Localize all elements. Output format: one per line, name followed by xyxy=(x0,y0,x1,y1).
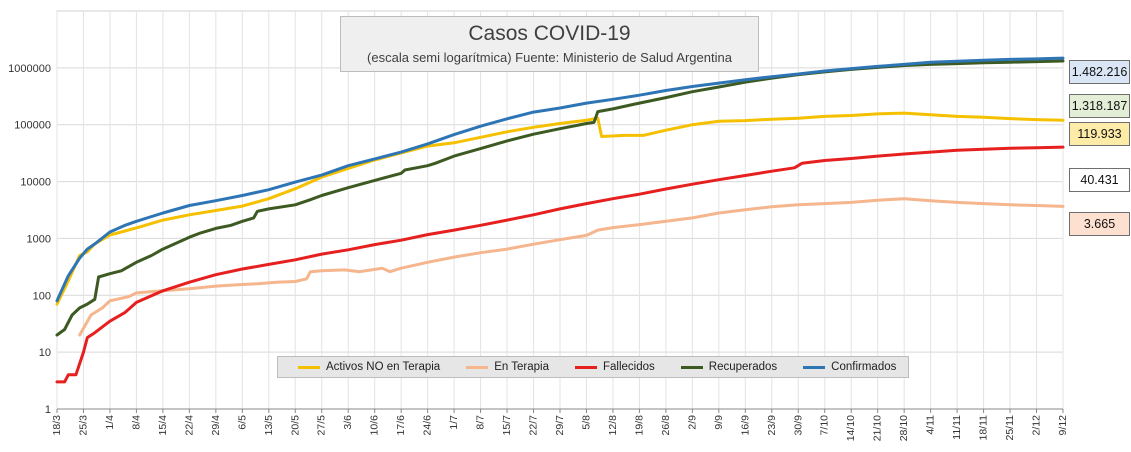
legend-item-confirmados: Confirmados xyxy=(803,361,896,373)
x-tick-label: 1/4 xyxy=(104,415,116,430)
x-tick-label: 2/9 xyxy=(686,415,698,430)
x-tick-label: 1/7 xyxy=(448,415,460,430)
value-label-fallecidos: 40.431 xyxy=(1069,168,1130,192)
y-tick-label: 1 xyxy=(45,404,51,416)
value-label-recuperados: 1.318.187 xyxy=(1069,94,1130,118)
x-tick-label: 10/6 xyxy=(369,415,381,436)
x-tick-label: 12/8 xyxy=(607,415,619,436)
grid-layer xyxy=(56,10,1064,410)
series-layer xyxy=(55,56,1065,384)
y-tick-label: 10000 xyxy=(20,177,51,189)
x-tick-label: 3/6 xyxy=(342,415,354,430)
legend-label-activos: Activos NO en Terapia xyxy=(326,361,441,373)
x-tick-label: 26/8 xyxy=(660,415,672,436)
x-tick-label: 18/11 xyxy=(978,415,990,441)
x-tick-label: 28/10 xyxy=(898,415,910,441)
x-tick-label: 22/4 xyxy=(183,415,195,436)
y-tick-label: 1000 xyxy=(27,233,51,245)
legend-label-fallecidos: Fallecidos xyxy=(602,361,655,373)
x-tick-label: 4/11 xyxy=(925,415,937,435)
y-tick-label: 1000000 xyxy=(8,63,51,75)
x-tick-label: 6/5 xyxy=(236,415,248,430)
legend-swatch-recuperados xyxy=(680,365,703,369)
value-label-terapia: 3.665 xyxy=(1069,212,1130,236)
chart-title: Casos COVID-19 xyxy=(468,22,631,45)
x-tick-label: 5/8 xyxy=(580,415,592,430)
legend-swatch-fallecidos xyxy=(574,365,597,369)
x-tick-label: 15/7 xyxy=(501,415,513,436)
x-tick-label: 18/3 xyxy=(51,415,63,436)
series-line-confirmados xyxy=(55,56,1065,303)
y-tick-label: 100000 xyxy=(14,120,51,132)
x-tick-label: 25/11 xyxy=(1004,415,1016,441)
series-line-en-terapia xyxy=(78,197,1065,337)
x-tick-label: 13/5 xyxy=(263,415,275,436)
x-tick-label: 22/7 xyxy=(528,415,540,436)
x-tick-label: 27/5 xyxy=(316,415,328,436)
legend-swatch-terapia xyxy=(466,365,489,369)
y-tick-label: 100 xyxy=(33,290,51,302)
legend-label-terapia: En Terapia xyxy=(494,361,549,373)
x-tick-label: 29/4 xyxy=(210,415,222,436)
x-tick-label: 9/12 xyxy=(1057,415,1069,436)
series-line-activos-no-en-terapia xyxy=(55,111,1065,306)
x-tick-label: 23/9 xyxy=(766,415,778,436)
legend-swatch-activos xyxy=(298,365,320,369)
axis-layer: 1 10 100 1000 10000 100000 1000000 18/3 25/3 1/4 8… xyxy=(8,63,1069,441)
x-tick-label: 9/9 xyxy=(713,415,725,430)
legend-label-confirmados: Confirmados xyxy=(831,361,897,373)
x-tick-label: 8/4 xyxy=(130,415,142,430)
y-tick-label: 10 xyxy=(39,347,51,359)
legend-item-activos: Activos NO en Terapia xyxy=(298,361,440,373)
legend-swatch-confirmados xyxy=(803,365,826,369)
x-tick-label: 29/7 xyxy=(554,415,566,436)
x-tick-label: 30/9 xyxy=(792,415,804,436)
x-tick-label: 25/3 xyxy=(77,415,89,436)
x-tick-label: 15/4 xyxy=(157,415,169,436)
x-tick-label: 14/10 xyxy=(845,415,857,441)
series-line-fallecidos xyxy=(55,145,1065,384)
x-tick-label: 16/9 xyxy=(739,415,751,436)
legend-item-terapia: En Terapia xyxy=(466,361,549,373)
x-tick-label: 2/12 xyxy=(1031,415,1043,436)
x-tick-label: 20/5 xyxy=(289,415,301,436)
x-tick-label: 8/7 xyxy=(475,415,487,430)
x-tick-label: 24/6 xyxy=(422,415,434,436)
chart-subtitle: (escala semi logarítmica) Fuente: Minist… xyxy=(367,50,732,65)
legend: Activos NO en Terapia En Terapia Falleci… xyxy=(277,356,909,378)
x-tick-label: 17/6 xyxy=(395,415,407,436)
legend-label-recuperados: Recuperados xyxy=(708,361,778,373)
legend-item-fallecidos: Fallecidos xyxy=(574,361,655,373)
x-tick-label: 7/10 xyxy=(819,415,831,436)
x-tick-label: 21/10 xyxy=(872,415,884,441)
value-label-activos: 119.933 xyxy=(1069,122,1130,146)
x-tick-label: 19/8 xyxy=(633,415,645,436)
value-label-confirmados: 1.482.216 xyxy=(1069,60,1130,84)
legend-item-recuperados: Recuperados xyxy=(680,361,778,373)
x-tick-label: 11/11 xyxy=(951,415,963,440)
title-box: Casos COVID-19 (escala semi logarítmica)… xyxy=(340,16,759,72)
